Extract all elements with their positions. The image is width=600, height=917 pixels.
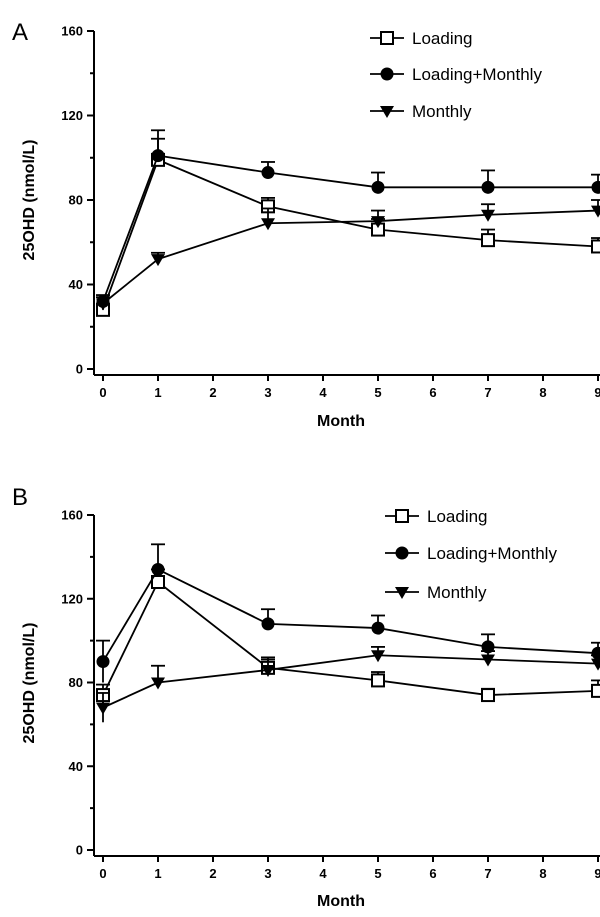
legend-b: Loading Loading+Monthly Monthly xyxy=(385,507,557,602)
panel-label-a: A xyxy=(12,19,28,46)
y-tick-label-b: 120 xyxy=(61,591,83,606)
x-tick-label-a: 0 xyxy=(99,385,106,400)
y-axis-title-b: 25OHD (nmol/L) xyxy=(21,623,38,744)
x-tick-label-b: 0 xyxy=(99,866,106,881)
x-tick-label-b: 5 xyxy=(374,866,381,881)
y-tick-label-a: 0 xyxy=(76,362,83,377)
data-point-monthly xyxy=(96,703,110,715)
x-tick-label-a: 2 xyxy=(209,385,216,400)
data-point-loading xyxy=(372,674,384,686)
x-tick-label-a: 7 xyxy=(484,385,491,400)
legend-marker-loading-monthly xyxy=(381,68,394,81)
series-loading-monthly-b xyxy=(96,544,600,682)
x-tick-label-a: 4 xyxy=(319,385,327,400)
data-point-loading-monthly xyxy=(152,149,165,162)
x-tick-label-b: 3 xyxy=(264,866,271,881)
panel-b: B 0 40 80 120 160 0 1 2 3 4 5 6 7 8 9 Month 25OHD (nmol/L… xyxy=(12,484,600,910)
legend-label-loading: Loading xyxy=(412,29,473,48)
data-point-loading-monthly xyxy=(152,563,165,576)
panel-label-b: B xyxy=(12,484,28,511)
legend-label-loading: Loading xyxy=(427,507,488,526)
y-tick-label-a: 80 xyxy=(69,193,83,208)
series-line-monthly xyxy=(103,655,598,707)
legend-marker-loading-monthly xyxy=(396,547,409,560)
x-tick-label-b: 8 xyxy=(539,866,546,881)
y-tick-label-b: 40 xyxy=(69,759,83,774)
legend-label-monthly: Monthly xyxy=(412,102,472,121)
legend-label-loading-monthly: Loading+Monthly xyxy=(412,65,542,84)
x-tick-label-a: 9 xyxy=(594,385,600,400)
legend-a: Loading Loading+Monthly Monthly xyxy=(370,29,542,121)
data-point-loading-monthly xyxy=(262,617,275,630)
data-point-loading-monthly xyxy=(372,181,385,194)
y-tick-label-b: 80 xyxy=(69,675,83,690)
x-tick-label-a: 1 xyxy=(154,385,161,400)
legend-marker-monthly xyxy=(395,587,409,599)
data-point-monthly xyxy=(151,678,165,690)
series-monthly-a xyxy=(96,200,600,311)
y-tick-label-b: 0 xyxy=(76,843,83,858)
legend-marker-loading xyxy=(396,510,408,522)
legend-marker-monthly xyxy=(380,106,394,118)
legend-marker-loading xyxy=(381,32,393,44)
data-point-loading xyxy=(592,240,600,252)
x-tick-label-a: 3 xyxy=(264,385,271,400)
data-point-monthly xyxy=(591,659,600,671)
series-loading-b xyxy=(96,569,600,705)
x-tick-label-b: 2 xyxy=(209,866,216,881)
y-tick-label-a: 40 xyxy=(69,277,83,292)
legend-label-loading-monthly: Loading+Monthly xyxy=(427,544,557,563)
y-tick-label-a: 120 xyxy=(61,108,83,123)
x-tick-label-b: 1 xyxy=(154,866,161,881)
data-point-loading-monthly xyxy=(97,655,110,668)
series-line-loading-monthly xyxy=(103,156,598,302)
y-axis-title-a: 25OHD (nmol/L) xyxy=(21,140,38,261)
series-line-loading-monthly xyxy=(103,569,598,661)
x-axis-title-a: Month xyxy=(317,413,365,430)
x-tick-label-a: 6 xyxy=(429,385,436,400)
legend-label-monthly: Monthly xyxy=(427,583,487,602)
x-tick-label-a: 5 xyxy=(374,385,381,400)
x-tick-label-b: 9 xyxy=(594,866,600,881)
series-line-loading xyxy=(103,582,598,695)
y-tick-label-b: 160 xyxy=(61,508,83,523)
series-line-loading xyxy=(103,160,598,310)
series-monthly-b xyxy=(96,647,600,722)
data-point-loading xyxy=(482,234,494,246)
data-point-monthly xyxy=(151,254,165,266)
data-point-loading-monthly xyxy=(262,166,275,179)
data-point-loading-monthly xyxy=(372,622,385,635)
y-tick-label-a: 160 xyxy=(61,24,83,39)
data-point-loading-monthly xyxy=(592,181,600,194)
x-tick-label-b: 4 xyxy=(319,866,327,881)
x-tick-label-b: 6 xyxy=(429,866,436,881)
data-point-loading xyxy=(592,685,600,697)
x-tick-label-b: 7 xyxy=(484,866,491,881)
x-tick-label-a: 8 xyxy=(539,385,546,400)
data-point-loading-monthly xyxy=(482,181,495,194)
panel-a: A 0 40 80 120 160 0 1 2 3 4 5 6 7 8 9 Month 25OHD (nmol/L… xyxy=(12,19,600,430)
data-point-loading xyxy=(482,689,494,701)
x-axis-title-b: Month xyxy=(317,893,365,910)
